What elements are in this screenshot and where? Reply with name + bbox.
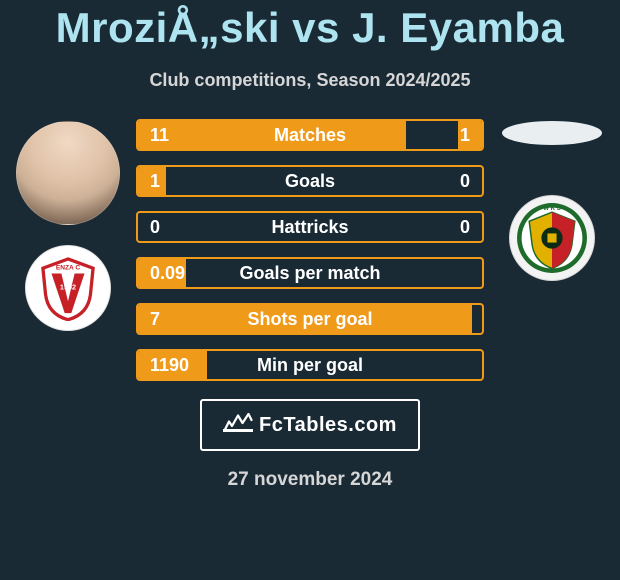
vicenza-icon: ENZA C 1902 (35, 255, 101, 321)
bar-metric-label: Shots per goal (138, 309, 482, 330)
player2-name: J. Eyamba (352, 4, 564, 51)
bar-metric-label: Goals (138, 171, 482, 192)
stat-bar: 111Matches (136, 119, 484, 151)
player2-photo-placeholder (502, 121, 602, 145)
comparison-card: MroziÅ„ski vs J. Eyamba Club competition… (0, 0, 620, 491)
brand-box[interactable]: FcTables.com (200, 399, 420, 451)
player1-club-badge: ENZA C 1902 (25, 245, 111, 331)
right-column: W K S (492, 119, 612, 281)
stat-bar: 0.09Goals per match (136, 257, 484, 289)
stat-bar: 10Goals (136, 165, 484, 197)
svg-text:W K S: W K S (543, 205, 561, 212)
stat-bar: 7Shots per goal (136, 303, 484, 335)
fctables-logo-icon (223, 412, 253, 439)
svg-text:ENZA C: ENZA C (56, 265, 81, 272)
bar-metric-label: Matches (138, 125, 482, 146)
bar-metric-label: Hattricks (138, 217, 482, 238)
bar-metric-label: Goals per match (138, 263, 482, 284)
left-column: ENZA C 1902 (8, 119, 128, 331)
stat-bar: 00Hattricks (136, 211, 484, 243)
main-row: ENZA C 1902 111Matches 10Goals 00Hattricks… (8, 119, 612, 381)
date-label: 27 november 2024 (8, 469, 612, 491)
player1-name: MroziÅ„ski (56, 4, 280, 51)
subtitle: Club competitions, Season 2024/2025 (8, 70, 612, 91)
brand-text: FcTables.com (259, 414, 397, 437)
stat-bar: 1190Min per goal (136, 349, 484, 381)
player1-photo (16, 121, 120, 225)
slask-icon: W K S (514, 200, 590, 276)
page-title: MroziÅ„ski vs J. Eyamba (8, 0, 612, 52)
stat-bars: 111Matches 10Goals 00Hattricks 0.09Goals pe… (136, 119, 484, 381)
svg-text:1902: 1902 (60, 282, 76, 291)
bar-metric-label: Min per goal (138, 355, 482, 376)
vs-label: vs (292, 4, 340, 51)
player2-club-badge: W K S (509, 195, 595, 281)
